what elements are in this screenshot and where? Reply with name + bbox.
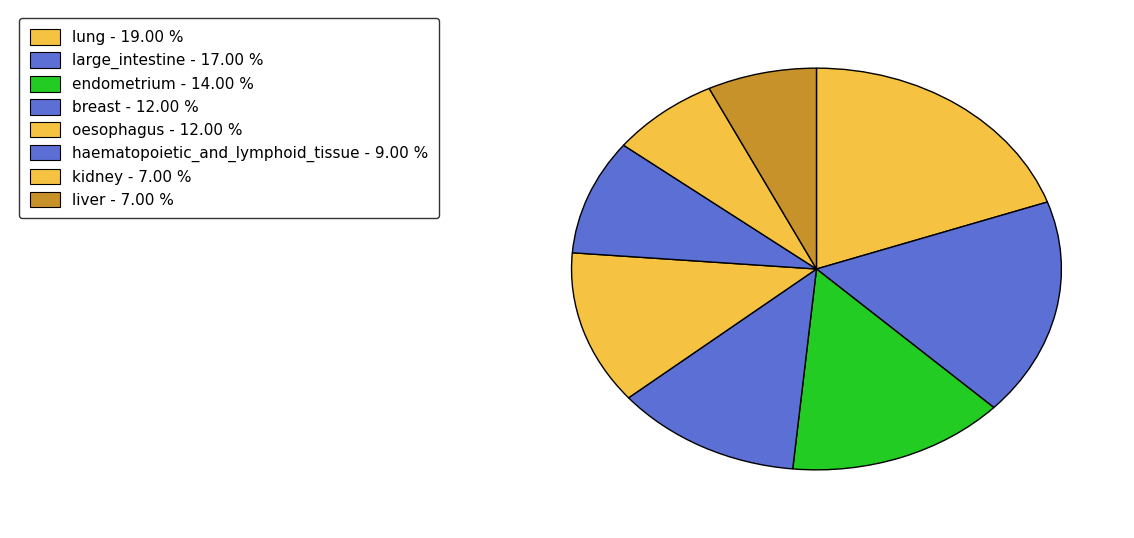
Wedge shape [573, 145, 816, 269]
Wedge shape [628, 269, 816, 469]
Wedge shape [572, 253, 816, 398]
Wedge shape [624, 88, 816, 269]
Wedge shape [816, 202, 1061, 407]
Wedge shape [709, 68, 816, 269]
Wedge shape [793, 269, 993, 470]
Wedge shape [816, 68, 1048, 269]
Legend: lung - 19.00 %, large_intestine - 17.00 %, endometrium - 14.00 %, breast - 12.00: lung - 19.00 %, large_intestine - 17.00 … [19, 18, 439, 218]
